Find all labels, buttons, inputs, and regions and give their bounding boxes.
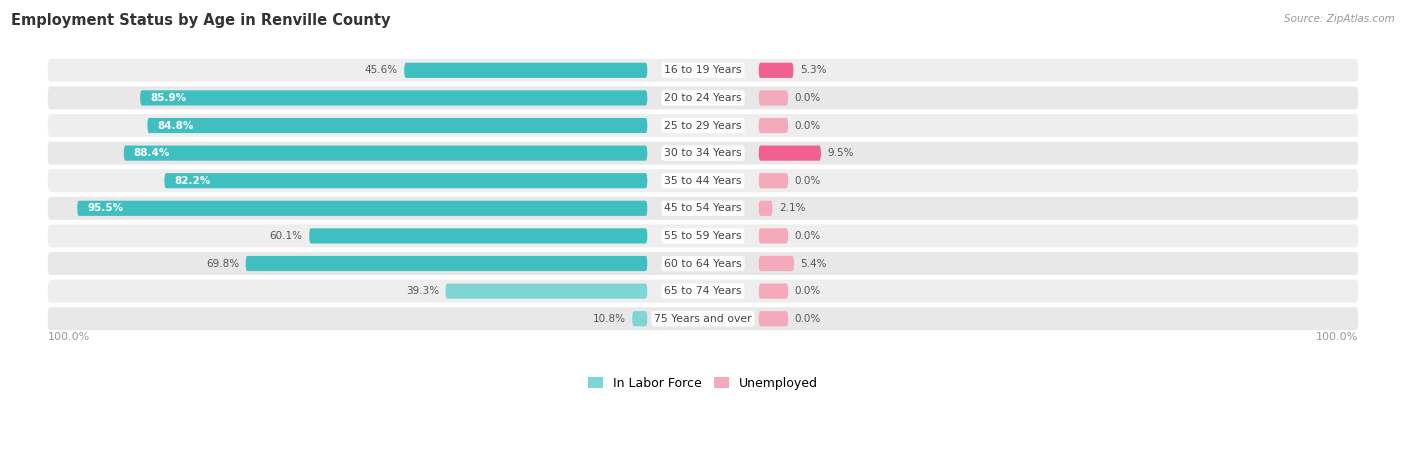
Text: 82.2%: 82.2% bbox=[174, 176, 211, 186]
Text: 16 to 19 Years: 16 to 19 Years bbox=[664, 65, 742, 75]
Text: 69.8%: 69.8% bbox=[205, 258, 239, 269]
Text: 25 to 29 Years: 25 to 29 Years bbox=[664, 121, 742, 130]
FancyBboxPatch shape bbox=[48, 114, 1358, 137]
Text: Source: ZipAtlas.com: Source: ZipAtlas.com bbox=[1284, 14, 1395, 23]
Text: 95.5%: 95.5% bbox=[87, 203, 124, 213]
Text: 45 to 54 Years: 45 to 54 Years bbox=[664, 203, 742, 213]
FancyBboxPatch shape bbox=[77, 201, 647, 216]
Text: 65 to 74 Years: 65 to 74 Years bbox=[664, 286, 742, 296]
FancyBboxPatch shape bbox=[124, 145, 647, 161]
FancyBboxPatch shape bbox=[759, 201, 772, 216]
Legend: In Labor Force, Unemployed: In Labor Force, Unemployed bbox=[583, 372, 823, 395]
Text: 100.0%: 100.0% bbox=[48, 332, 90, 342]
Text: 55 to 59 Years: 55 to 59 Years bbox=[664, 231, 742, 241]
FancyBboxPatch shape bbox=[759, 145, 821, 161]
Text: 2.1%: 2.1% bbox=[779, 203, 806, 213]
FancyBboxPatch shape bbox=[759, 173, 789, 188]
Text: 20 to 24 Years: 20 to 24 Years bbox=[664, 93, 742, 103]
Text: 85.9%: 85.9% bbox=[150, 93, 186, 103]
FancyBboxPatch shape bbox=[48, 59, 1358, 82]
Text: 5.4%: 5.4% bbox=[800, 258, 827, 269]
Text: 0.0%: 0.0% bbox=[794, 176, 821, 186]
FancyBboxPatch shape bbox=[141, 90, 647, 105]
FancyBboxPatch shape bbox=[759, 284, 789, 299]
FancyBboxPatch shape bbox=[246, 256, 647, 271]
Text: 0.0%: 0.0% bbox=[794, 314, 821, 324]
Text: 39.3%: 39.3% bbox=[406, 286, 439, 296]
Text: 60 to 64 Years: 60 to 64 Years bbox=[664, 258, 742, 269]
FancyBboxPatch shape bbox=[446, 284, 647, 299]
FancyBboxPatch shape bbox=[759, 256, 794, 271]
FancyBboxPatch shape bbox=[759, 311, 789, 326]
FancyBboxPatch shape bbox=[48, 142, 1358, 165]
FancyBboxPatch shape bbox=[48, 307, 1358, 330]
FancyBboxPatch shape bbox=[759, 63, 793, 78]
Text: 0.0%: 0.0% bbox=[794, 93, 821, 103]
FancyBboxPatch shape bbox=[48, 86, 1358, 109]
FancyBboxPatch shape bbox=[48, 197, 1358, 220]
Text: 5.3%: 5.3% bbox=[800, 65, 827, 75]
FancyBboxPatch shape bbox=[309, 228, 647, 243]
Text: 75 Years and over: 75 Years and over bbox=[654, 314, 752, 324]
Text: 9.5%: 9.5% bbox=[828, 148, 853, 158]
Text: Employment Status by Age in Renville County: Employment Status by Age in Renville Cou… bbox=[11, 14, 391, 28]
Text: 30 to 34 Years: 30 to 34 Years bbox=[664, 148, 742, 158]
FancyBboxPatch shape bbox=[48, 279, 1358, 302]
FancyBboxPatch shape bbox=[633, 311, 647, 326]
Text: 60.1%: 60.1% bbox=[270, 231, 302, 241]
Text: 100.0%: 100.0% bbox=[1316, 332, 1358, 342]
FancyBboxPatch shape bbox=[759, 228, 789, 243]
FancyBboxPatch shape bbox=[48, 252, 1358, 275]
Text: 10.8%: 10.8% bbox=[593, 314, 626, 324]
Text: 0.0%: 0.0% bbox=[794, 231, 821, 241]
FancyBboxPatch shape bbox=[48, 225, 1358, 248]
FancyBboxPatch shape bbox=[165, 173, 647, 188]
FancyBboxPatch shape bbox=[404, 63, 647, 78]
FancyBboxPatch shape bbox=[759, 90, 789, 105]
Text: 88.4%: 88.4% bbox=[134, 148, 170, 158]
FancyBboxPatch shape bbox=[48, 169, 1358, 192]
Text: 45.6%: 45.6% bbox=[364, 65, 398, 75]
Text: 0.0%: 0.0% bbox=[794, 286, 821, 296]
FancyBboxPatch shape bbox=[148, 118, 647, 133]
FancyBboxPatch shape bbox=[759, 118, 789, 133]
Text: 84.8%: 84.8% bbox=[157, 121, 194, 130]
Text: 35 to 44 Years: 35 to 44 Years bbox=[664, 176, 742, 186]
Text: 0.0%: 0.0% bbox=[794, 121, 821, 130]
